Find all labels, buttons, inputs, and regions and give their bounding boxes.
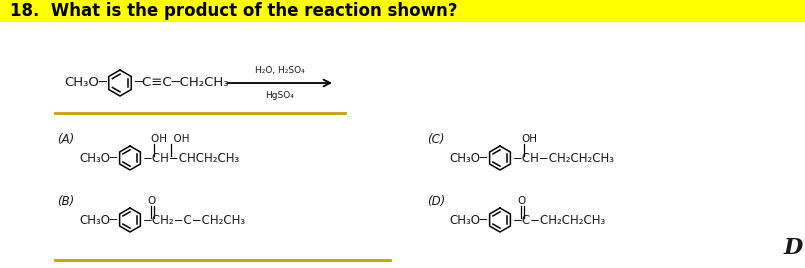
- Text: −CH−CH₂CH₂CH₃: −CH−CH₂CH₂CH₃: [513, 151, 615, 165]
- Text: (A): (A): [57, 133, 74, 146]
- Text: (D): (D): [427, 195, 445, 208]
- Text: (C): (C): [427, 133, 444, 146]
- Text: CH₃O─: CH₃O─: [449, 151, 487, 165]
- Text: 18.  What is the product of the reaction shown?: 18. What is the product of the reaction …: [10, 2, 457, 20]
- Text: CH₃O─: CH₃O─: [449, 214, 487, 226]
- Text: CH₃O─: CH₃O─: [79, 214, 117, 226]
- Text: O: O: [147, 196, 155, 206]
- Text: D: D: [783, 237, 803, 259]
- Text: OH: OH: [521, 134, 537, 144]
- Text: H₂O, H₂SO₄: H₂O, H₂SO₄: [255, 66, 305, 75]
- Text: −CH₂−C−CH₂CH₃: −CH₂−C−CH₂CH₃: [143, 214, 246, 226]
- Text: (B): (B): [57, 195, 74, 208]
- Text: −C−CH₂CH₂CH₃: −C−CH₂CH₂CH₃: [513, 214, 606, 226]
- Text: CH₃O─: CH₃O─: [64, 76, 107, 90]
- Text: HgSO₄: HgSO₄: [266, 91, 295, 100]
- Text: O: O: [517, 196, 525, 206]
- Text: OH  OH: OH OH: [151, 134, 189, 144]
- Text: CH₃O─: CH₃O─: [79, 151, 117, 165]
- Text: ─C≡C─CH₂CH₃: ─C≡C─CH₂CH₃: [134, 76, 229, 90]
- FancyBboxPatch shape: [0, 0, 805, 22]
- Text: −CH−CHCH₂CH₃: −CH−CHCH₂CH₃: [143, 151, 240, 165]
